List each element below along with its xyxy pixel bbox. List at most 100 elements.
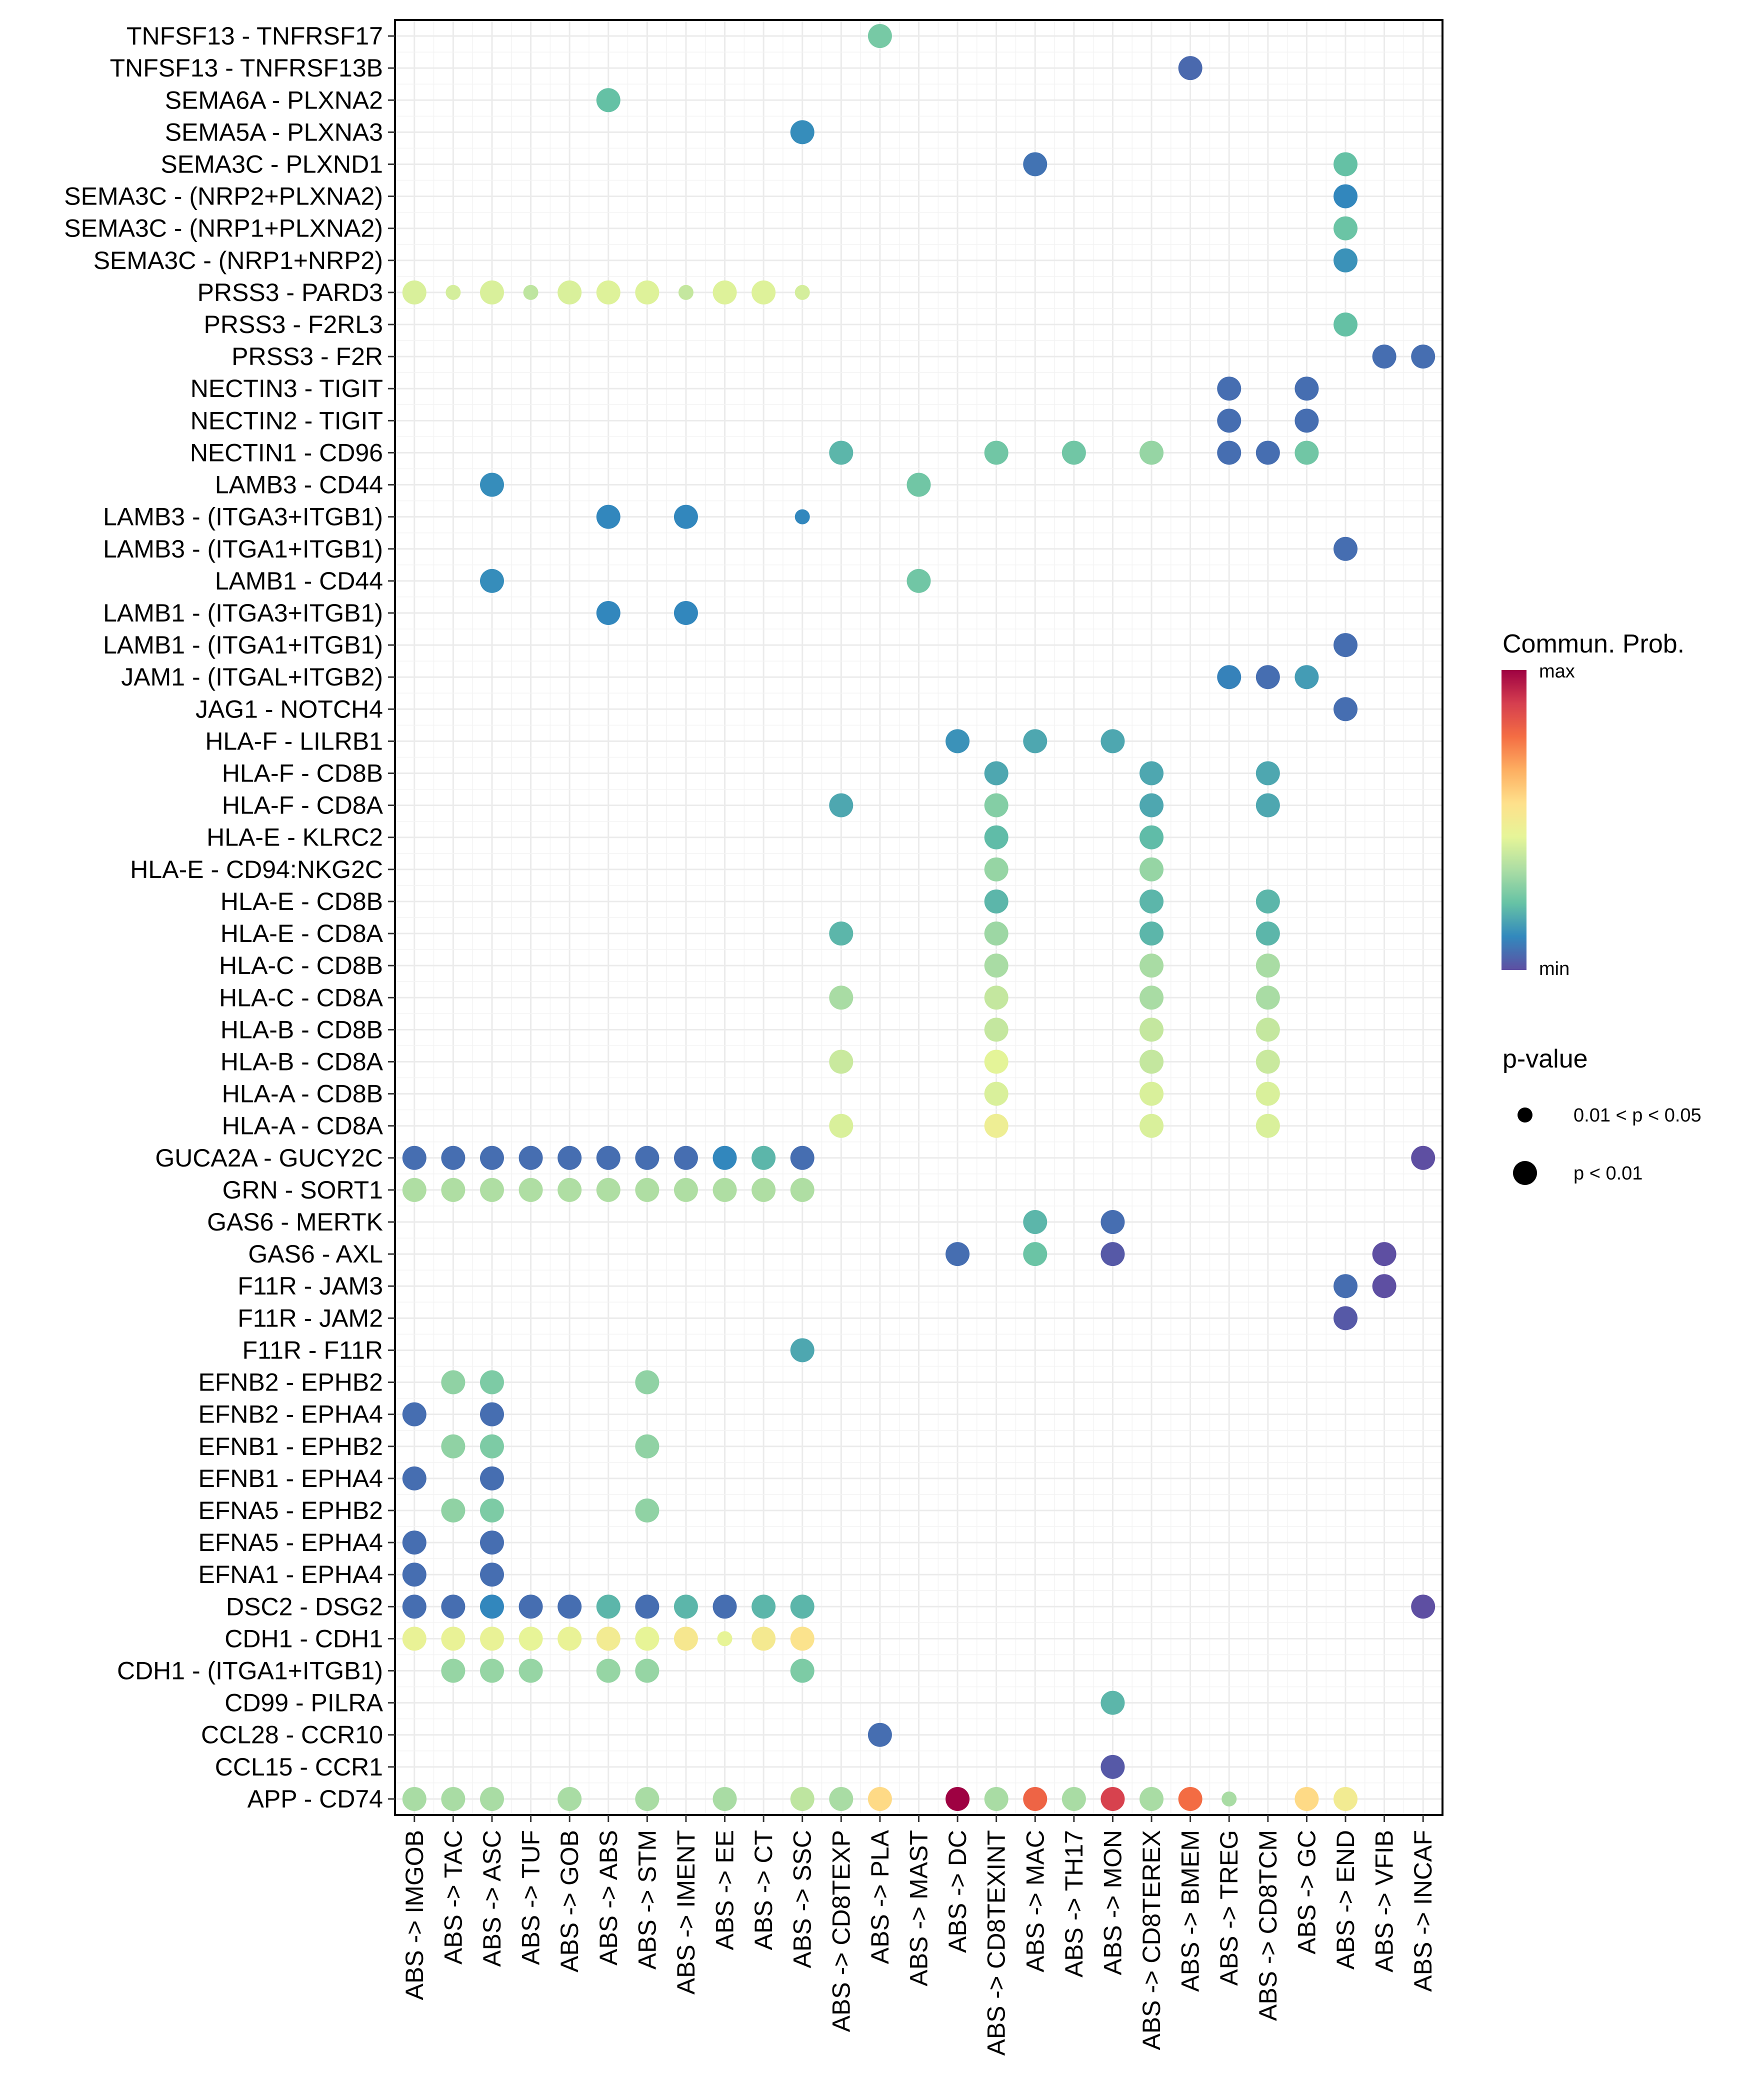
x-tick-label: ABS -> CD8TEXP bbox=[827, 1830, 855, 2032]
y-tick-label: SEMA3C - PLXND1 bbox=[160, 150, 383, 178]
data-point bbox=[480, 568, 504, 593]
data-point bbox=[1411, 1594, 1436, 1619]
data-point bbox=[480, 1146, 504, 1170]
data-point bbox=[402, 1562, 426, 1587]
data-point bbox=[596, 1146, 620, 1170]
data-point bbox=[752, 1146, 776, 1170]
y-tick-label: HLA-E - KLRC2 bbox=[206, 824, 383, 852]
data-point bbox=[558, 1786, 582, 1811]
data-point bbox=[635, 1146, 660, 1170]
y-tick-label: HLA-F - CD8A bbox=[222, 792, 384, 820]
data-point bbox=[1256, 1050, 1280, 1074]
y-tick-label: CDH1 - (ITGA1+ITGB1) bbox=[117, 1657, 383, 1685]
data-point bbox=[1140, 761, 1164, 786]
y-tick-label: GUCA2A - GUCY2C bbox=[155, 1144, 383, 1172]
legend: Commun. Prob. max min p-value 0.01 < p <… bbox=[1502, 630, 1702, 1185]
y-tick-label: PRSS3 - F2RL3 bbox=[204, 310, 383, 338]
data-point bbox=[984, 825, 1008, 850]
data-point bbox=[794, 284, 810, 300]
y-tick-label: F11R - F11R bbox=[242, 1336, 383, 1364]
data-point bbox=[1100, 1754, 1125, 1779]
y-tick-label: F11R - JAM3 bbox=[238, 1272, 383, 1300]
x-tick-label: ABS -> TUF bbox=[517, 1830, 545, 1965]
data-point bbox=[635, 1658, 660, 1683]
data-point bbox=[1334, 248, 1358, 272]
data-point bbox=[635, 1178, 660, 1202]
data-point bbox=[829, 922, 854, 946]
x-tick-label: ABS -> BMEM bbox=[1176, 1830, 1204, 1992]
data-point bbox=[1256, 922, 1280, 946]
data-point bbox=[558, 1178, 582, 1202]
data-point bbox=[1217, 376, 1242, 401]
data-point bbox=[906, 472, 931, 497]
color-bar bbox=[1502, 670, 1526, 970]
data-point bbox=[402, 1402, 426, 1426]
data-point bbox=[1334, 697, 1358, 722]
data-point bbox=[402, 1146, 426, 1170]
y-tick-label: HLA-F - LILRB1 bbox=[205, 727, 383, 755]
data-point bbox=[1334, 152, 1358, 176]
data-point bbox=[984, 986, 1008, 1010]
y-tick-label: EFNB1 - EPHB2 bbox=[198, 1432, 383, 1460]
data-point bbox=[446, 284, 461, 300]
size-legend-key-large bbox=[1513, 1161, 1537, 1185]
data-point bbox=[829, 1114, 854, 1138]
data-point bbox=[984, 793, 1008, 818]
data-point bbox=[1294, 440, 1319, 465]
x-tick-label: ABS -> DC bbox=[944, 1830, 972, 1953]
data-point bbox=[1334, 536, 1358, 561]
y-tick-label: HLA-E - CD8B bbox=[220, 888, 383, 916]
data-point bbox=[441, 1146, 466, 1170]
y-tick-label: EFNB2 - EPHB2 bbox=[198, 1368, 383, 1396]
data-point bbox=[1100, 1210, 1125, 1234]
y-tick-label: HLA-E - CD94:NKG2C bbox=[130, 856, 383, 884]
data-point bbox=[596, 88, 620, 112]
data-point bbox=[480, 1178, 504, 1202]
data-point bbox=[1411, 1146, 1436, 1170]
data-point bbox=[1334, 633, 1358, 658]
data-point bbox=[1140, 825, 1164, 850]
y-tick-label: DSC2 - DSG2 bbox=[226, 1592, 383, 1620]
data-point bbox=[1023, 729, 1048, 754]
y-tick-label: CCL28 - CCR10 bbox=[201, 1721, 383, 1749]
data-point bbox=[1256, 440, 1280, 465]
x-tick-label: ABS -> STM bbox=[633, 1830, 661, 1970]
y-tick-label: HLA-F - CD8B bbox=[222, 760, 383, 788]
data-point bbox=[984, 922, 1008, 946]
x-tick-label: ABS -> MON bbox=[1098, 1830, 1126, 1975]
data-point bbox=[1140, 986, 1164, 1010]
data-point bbox=[1062, 440, 1086, 465]
x-tick-label: ABS -> IMGOB bbox=[400, 1830, 428, 2000]
data-point bbox=[1294, 376, 1319, 401]
data-point bbox=[712, 280, 737, 304]
y-tick-label: EFNA5 - EPHA4 bbox=[198, 1528, 383, 1556]
data-point bbox=[984, 1114, 1008, 1138]
data-point bbox=[1140, 1082, 1164, 1106]
data-point bbox=[1140, 1114, 1164, 1138]
data-point bbox=[1100, 729, 1125, 754]
data-points bbox=[402, 24, 1436, 1811]
data-point bbox=[1023, 1242, 1048, 1266]
y-tick-label: HLA-B - CD8B bbox=[220, 1016, 383, 1044]
data-point bbox=[480, 472, 504, 497]
x-tick-label: ABS -> MAC bbox=[1021, 1830, 1049, 1972]
data-point bbox=[441, 1594, 466, 1619]
data-point bbox=[712, 1178, 737, 1202]
data-point bbox=[480, 1626, 504, 1651]
data-point bbox=[868, 1722, 892, 1747]
x-axis: ABS -> IMGOB ABS -> TAC ABS -> ASC ABS -> T… bbox=[400, 1815, 1437, 2056]
y-tick-label: SEMA5A - PLXNA3 bbox=[165, 118, 383, 146]
data-point bbox=[441, 1178, 466, 1202]
data-point bbox=[790, 120, 814, 144]
data-point bbox=[1334, 1274, 1358, 1298]
data-point bbox=[402, 1178, 426, 1202]
data-point bbox=[984, 1786, 1008, 1811]
y-tick-label: HLA-C - CD8B bbox=[219, 952, 383, 980]
data-point bbox=[402, 1466, 426, 1490]
data-point bbox=[558, 1594, 582, 1619]
data-point bbox=[523, 284, 538, 300]
data-point bbox=[674, 1178, 698, 1202]
data-point bbox=[829, 1786, 854, 1811]
data-point bbox=[1178, 1786, 1202, 1811]
data-point bbox=[790, 1594, 814, 1619]
